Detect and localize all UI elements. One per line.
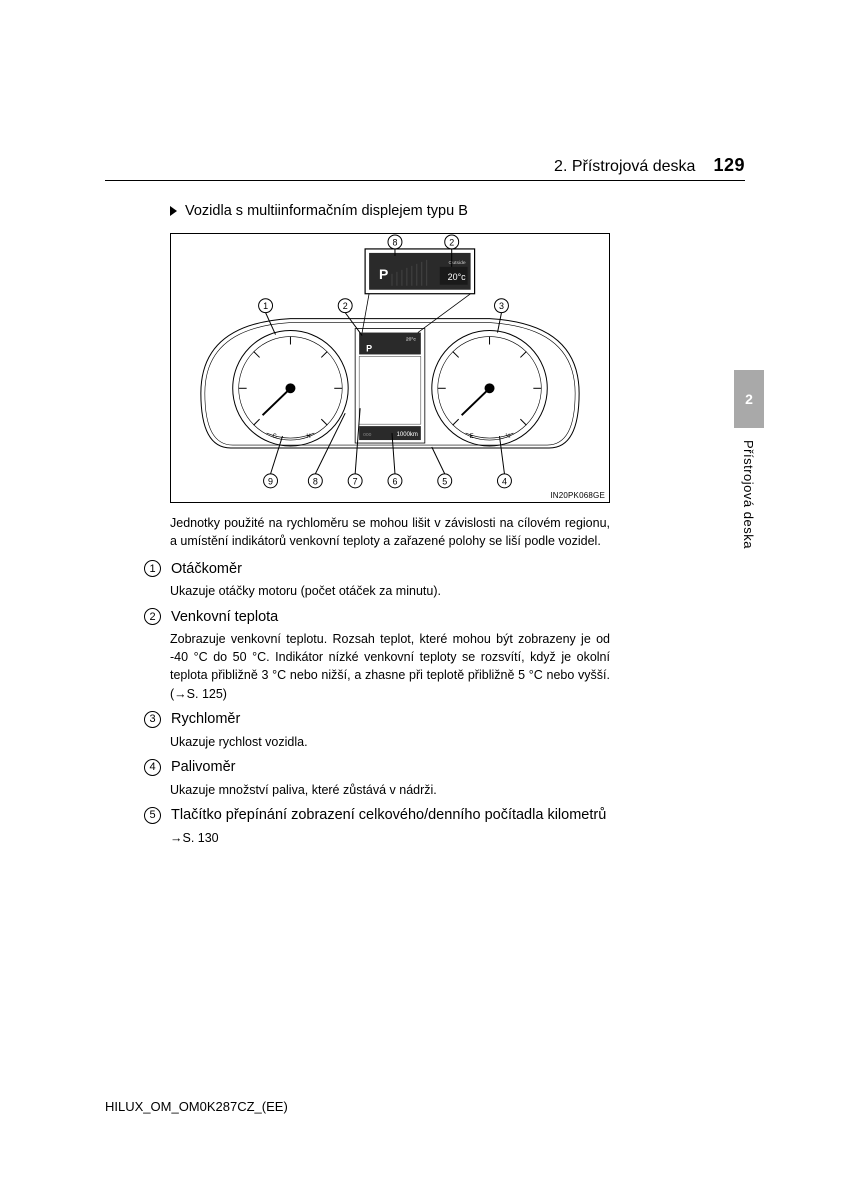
item-title: Rychloměr: [171, 711, 240, 727]
svg-text:8: 8: [313, 476, 318, 486]
item-title: Otáčkoměr: [171, 561, 242, 577]
page-number: 129: [713, 155, 745, 176]
item-number: 2: [144, 608, 161, 625]
svg-text:1: 1: [263, 301, 268, 311]
figure-code: IN20PK068GE: [550, 491, 605, 500]
svg-text:P: P: [366, 343, 372, 353]
svg-text:P: P: [379, 266, 388, 282]
triangle-icon: [170, 206, 177, 216]
list-item: 3Rychloměr Ukazuje rychlost vozidla.: [170, 711, 610, 751]
subtitle-text: Vozidla s multiinformačním displejem typ…: [185, 203, 468, 219]
list-item: 4Palivoměr Ukazuje množství paliva, kter…: [170, 759, 610, 799]
section-label: 2. Přístrojová deska: [554, 158, 695, 176]
item-number: 5: [144, 807, 161, 824]
item-number: 4: [144, 759, 161, 776]
page-header: 2. Přístrojová deska 129: [105, 155, 745, 181]
item-body: Zobrazuje venkovní teplotu. Rozsah teplo…: [170, 630, 610, 703]
svg-text:9: 9: [268, 476, 273, 486]
footer-code: HILUX_OM_OM0K287CZ_(EE): [105, 1099, 288, 1114]
svg-text:000: 000: [363, 432, 372, 438]
svg-text:7: 7: [353, 476, 358, 486]
item-body: →S. 130: [170, 829, 610, 847]
list-item: 5Tlačítko přepínání zobrazení celkového/…: [170, 807, 610, 847]
svg-text:E: E: [470, 434, 474, 440]
svg-text:5: 5: [442, 476, 447, 486]
figure-note: Jednotky použité na rychloměru se mohou …: [170, 515, 610, 550]
instrument-cluster-figure: C H E ½: [170, 233, 610, 503]
subtitle-row: Vozidla s multiinformačním displejem typ…: [170, 203, 745, 219]
svg-text:20°c: 20°c: [406, 337, 417, 343]
svg-text:2: 2: [449, 237, 454, 247]
svg-text:2: 2: [343, 301, 348, 311]
svg-text:6: 6: [392, 476, 397, 486]
item-title: Palivoměr: [171, 759, 235, 775]
svg-text:H: H: [306, 434, 310, 440]
chapter-tab: 2: [734, 370, 764, 428]
svg-text:4: 4: [502, 476, 507, 486]
svg-text:C: C: [273, 434, 278, 440]
list-item: 2Venkovní teplota Zobrazuje venkovní tep…: [170, 608, 610, 703]
list-item: 1Otáčkoměr Ukazuje otáčky motoru (počet …: [170, 560, 610, 600]
item-number: 1: [144, 560, 161, 577]
chapter-label: Přístrojová deska: [741, 440, 756, 549]
item-title: Venkovní teplota: [171, 609, 278, 625]
svg-text:3: 3: [499, 301, 504, 311]
item-body: Ukazuje množství paliva, které zůstává v…: [170, 781, 610, 799]
svg-text:8: 8: [392, 237, 397, 247]
chapter-number: 2: [745, 391, 753, 407]
item-title: Tlačítko přepínání zobrazení celkového/d…: [171, 807, 606, 823]
item-number: 3: [144, 711, 161, 728]
svg-text:20°c: 20°c: [448, 272, 467, 282]
svg-text:½: ½: [505, 433, 510, 440]
svg-text:1000km: 1000km: [397, 432, 418, 438]
svg-text:Outside: Outside: [449, 260, 466, 266]
item-body: Ukazuje otáčky motoru (počet otáček za m…: [170, 582, 610, 600]
item-body: Ukazuje rychlost vozidla.: [170, 733, 610, 751]
cluster-svg: C H E ½: [171, 234, 609, 503]
